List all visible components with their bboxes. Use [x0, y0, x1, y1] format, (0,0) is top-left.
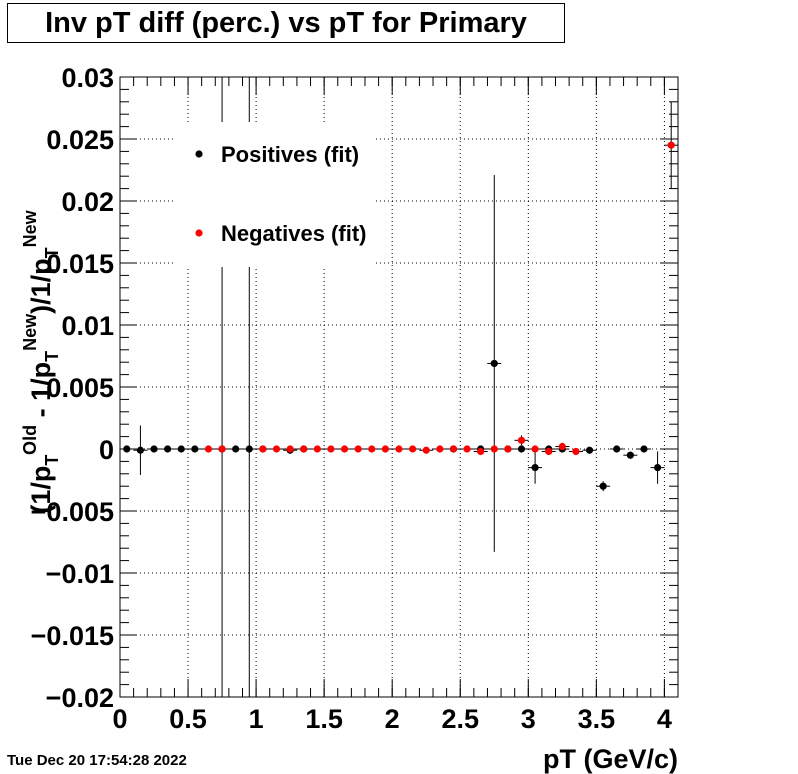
y-tick-label: 0.025: [46, 125, 114, 155]
y-tick-label: −0.005: [31, 497, 114, 527]
legend-label: Positives (fit): [221, 142, 359, 167]
chart-title: Inv pT diff (perc.) vs pT for Primary: [45, 6, 527, 39]
data-point: [354, 445, 362, 453]
data-point: [517, 445, 526, 453]
data-point: [504, 445, 512, 453]
y-tick-label: 0.01: [61, 311, 114, 341]
legend: Positives (fit) Negatives (fit): [175, 122, 375, 267]
y-tick-label: −0.02: [46, 683, 114, 713]
data-point: [599, 482, 607, 490]
data-point: [558, 442, 566, 451]
data-point: [517, 436, 526, 444]
data-point: [490, 359, 498, 368]
data-point: [449, 445, 458, 453]
legend-marker: [195, 229, 203, 237]
x-tick-label: 0: [112, 704, 127, 734]
data-point: [177, 445, 185, 453]
x-tick-label: 0.5: [169, 704, 207, 734]
data-point: [204, 445, 213, 453]
data-point: [368, 445, 376, 453]
data-point: [259, 445, 267, 453]
data-points: [123, 141, 675, 490]
tick-labels: 0 0.5 1 1.5 2 2.5 3 3.5 4 −0.02 −0.015 −0.01 −0.005 0…: [31, 63, 672, 734]
data-point: [409, 445, 417, 453]
x-tick-label: 3.5: [578, 704, 616, 734]
y-tick-label: 0.005: [46, 373, 114, 403]
data-point: [313, 445, 321, 453]
data-point: [640, 445, 648, 453]
y-tick-label: −0.01: [46, 559, 114, 589]
legend-label: Negatives (fit): [221, 221, 366, 246]
data-point: [572, 447, 580, 456]
y-tick-label: 0.02: [61, 187, 114, 217]
data-point: [218, 445, 226, 453]
y-tick-label: 0.03: [61, 63, 114, 93]
data-point: [436, 445, 444, 453]
data-point: [626, 451, 634, 459]
x-tick-label: 3: [521, 704, 536, 734]
y-tick-label: −0.015: [31, 621, 114, 651]
data-point: [340, 445, 349, 453]
data-point: [613, 445, 621, 453]
data-point: [381, 445, 389, 453]
data-point: [395, 445, 403, 453]
data-point: [422, 446, 430, 454]
data-point: [191, 445, 199, 453]
x-tick-label: 1: [249, 704, 264, 734]
timestamp: Tue Dec 20 17:54:28 2022: [7, 752, 187, 769]
y-tick-label: 0: [99, 435, 114, 465]
data-point: [477, 447, 485, 456]
data-point: [490, 445, 498, 453]
y-tick-label: 0.015: [46, 249, 114, 279]
data-point: [164, 445, 172, 453]
data-point: [653, 464, 662, 472]
data-point: [286, 445, 294, 453]
x-tick-label: 4: [657, 704, 672, 734]
axis-ticks: [119, 76, 679, 698]
x-tick-label: 2: [385, 704, 400, 734]
data-point: [531, 445, 539, 453]
y-axis-label: (1/pTOld - 1/pTNew)/1/pTNew: [20, 209, 62, 513]
chart-title-box: Inv pT diff (perc.) vs pT for Primary: [7, 3, 565, 43]
x-axis-label: pT (GeV/c): [543, 744, 678, 774]
data-point: [531, 464, 539, 472]
legend-marker: [195, 150, 203, 158]
data-point: [463, 445, 471, 453]
data-point: [300, 445, 308, 453]
data-point: [136, 446, 145, 454]
data-point: [245, 445, 253, 453]
data-point: [232, 445, 240, 453]
x-tick-label: 2.5: [441, 704, 479, 734]
data-point: [667, 141, 675, 149]
x-tick-label: 1.5: [305, 704, 343, 734]
data-point: [150, 445, 158, 453]
legend-box: [175, 122, 375, 267]
data-point: [585, 446, 594, 454]
data-point: [545, 447, 553, 456]
data-point: [272, 445, 281, 453]
data-point: [327, 445, 335, 453]
